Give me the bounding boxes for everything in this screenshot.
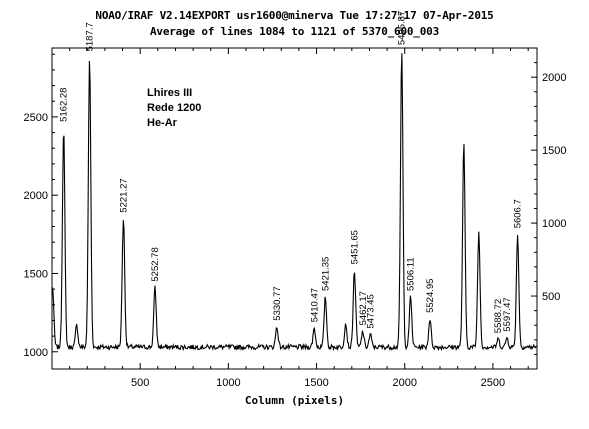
- y-right-tick-label: 500: [542, 291, 560, 303]
- y-right-tick-label: 1500: [542, 145, 566, 157]
- plot-header-line1: NOAO/IRAF V2.14EXPORT usr1600@minerva Tu…: [95, 9, 494, 22]
- peak-label: 5462.17: [358, 291, 369, 325]
- peak-label: 5410.47: [309, 288, 320, 322]
- x-tick-label: 2000: [392, 377, 416, 389]
- peak-label: 5221.27: [118, 178, 129, 212]
- plot-note: Rede 1200: [147, 102, 201, 114]
- plot-note: Lhires III: [147, 87, 192, 99]
- plot-note: He-Ar: [147, 117, 178, 129]
- peak-label: 5588.72: [493, 299, 504, 333]
- peak-label: 5451.65: [350, 230, 361, 264]
- plot-header-line2: Average of lines 1084 to 1121 of 5370_60…: [149, 25, 439, 38]
- peak-label: 5495.87: [397, 11, 408, 45]
- peak-label: 5252.78: [150, 247, 161, 281]
- spectrum-line: [51, 53, 537, 352]
- peak-label: 5506.11: [406, 257, 417, 291]
- peak-label: 5606.7: [513, 199, 524, 228]
- x-tick-label: 1500: [304, 377, 328, 389]
- y-tick-label: 2500: [24, 112, 48, 124]
- y-right-tick-label: 2000: [542, 72, 566, 84]
- x-tick-label: 500: [131, 377, 149, 389]
- peak-label: 5524.95: [425, 279, 436, 313]
- y-right-tick-label: 1000: [542, 218, 566, 230]
- x-tick-label: 2500: [481, 377, 505, 389]
- peak-label: 5187.7: [85, 22, 96, 51]
- x-tick-label: 1000: [216, 377, 240, 389]
- peak-label: 5330.77: [272, 286, 283, 320]
- peak-label: 5162.28: [59, 88, 70, 122]
- peak-label: 5421.35: [320, 257, 331, 291]
- peak-label: 5597.47: [502, 297, 513, 331]
- y-tick-label: 1000: [24, 347, 48, 359]
- x-axis-label: Column (pixels): [245, 394, 344, 407]
- y-tick-label: 1500: [24, 268, 48, 280]
- peak-label: 5473.45: [365, 294, 376, 328]
- y-tick-label: 2000: [24, 190, 48, 202]
